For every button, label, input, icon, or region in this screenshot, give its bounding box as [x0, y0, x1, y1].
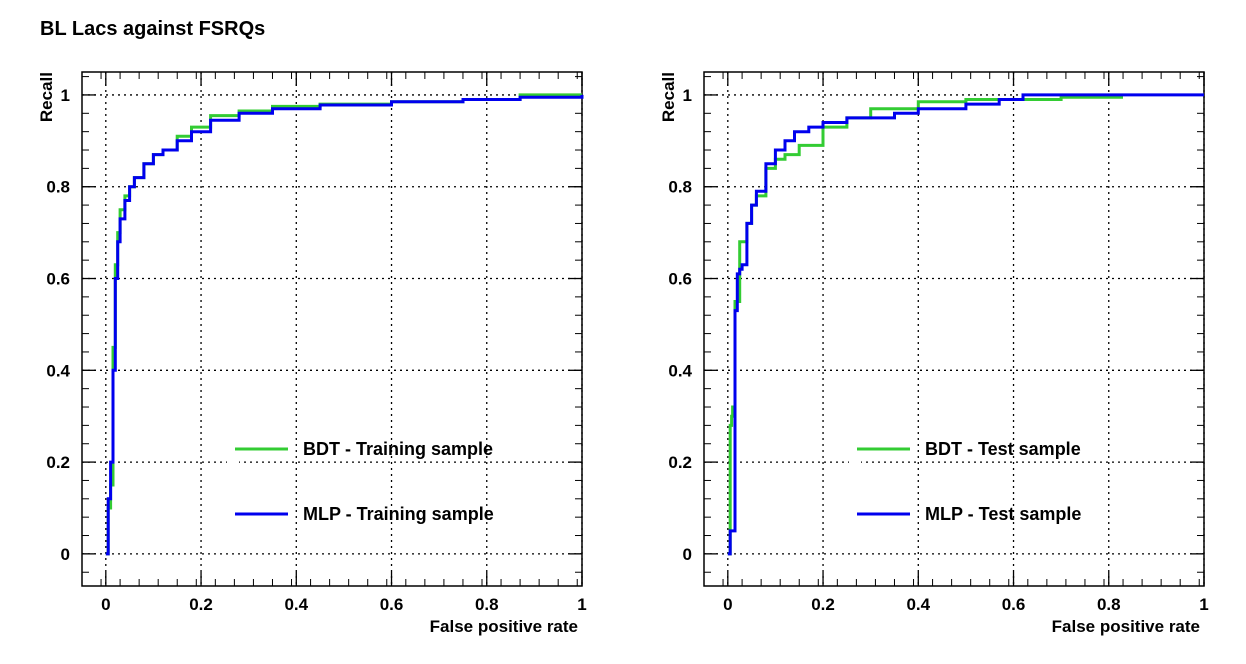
x-tick-label: 0: [101, 595, 110, 614]
x-tick-label: 0.6: [1002, 595, 1026, 614]
y-tick-label: 0.4: [668, 361, 692, 380]
legend: BDT - Test sample MLP - Test sample: [849, 435, 1081, 528]
y-tick-label: 1: [683, 86, 692, 105]
y-tick-label: 0.8: [668, 178, 692, 197]
x-tick-label: 0.8: [1097, 595, 1121, 614]
legend-gap: [849, 500, 861, 528]
y-axis-label: Recall: [37, 72, 56, 122]
series-line-bdt: [105, 93, 582, 556]
legend: BDT - Training sample MLP - Training samp…: [227, 435, 494, 528]
x-tick-label: 0.2: [811, 595, 835, 614]
x-tick-label: 0.6: [380, 595, 404, 614]
roc-panel-1: 0 0.2 0.4 0.6 0.8 1 0 0.2 0.4 0.6 0.8 1 False positi…: [37, 71, 587, 636]
legend-gap: [227, 500, 239, 528]
x-tick-label: 0.2: [189, 595, 213, 614]
plot-frame: [703, 71, 1205, 587]
legend-gap: [849, 435, 861, 463]
y-tick-label: 0.2: [46, 453, 70, 472]
y-tick-label: 0.4: [46, 361, 70, 380]
y-tick-label: 0: [61, 545, 70, 564]
y-tick-label: 1: [61, 86, 70, 105]
x-axis-label: False positive rate: [430, 617, 578, 636]
legend-label: MLP - Test sample: [925, 504, 1081, 524]
y-axis-label: Recall: [659, 72, 678, 122]
roc-panel-2: 0 0.2 0.4 0.6 0.8 1 0 0.2 0.4 0.6 0.8 1 False positi…: [659, 71, 1209, 636]
x-tick-label: 0.4: [284, 595, 308, 614]
x-tick-label: 1: [577, 595, 586, 614]
y-tick-label: 0.6: [46, 270, 70, 289]
plot-frame: [81, 71, 583, 587]
x-axis-label: False positive rate: [1052, 617, 1200, 636]
x-tick-label: 0.8: [475, 595, 499, 614]
y-tick-label: 0: [683, 545, 692, 564]
legend-label: BDT - Test sample: [925, 439, 1081, 459]
legend-gap: [227, 435, 239, 463]
legend-label: BDT - Training sample: [303, 439, 493, 459]
x-tick-label: 1: [1199, 595, 1208, 614]
y-tick-label: 0.6: [668, 270, 692, 289]
y-tick-label: 0.2: [668, 453, 692, 472]
y-tick-label: 0.8: [46, 178, 70, 197]
x-tick-label: 0: [723, 595, 732, 614]
series-line-mlp: [105, 94, 584, 556]
series-line-bdt: [727, 95, 1123, 556]
series-line-mlp: [727, 93, 1204, 556]
chart-title: BL Lacs against FSRQs: [40, 18, 266, 40]
legend-label: MLP - Training sample: [303, 504, 494, 524]
x-tick-label: 0.4: [906, 595, 930, 614]
